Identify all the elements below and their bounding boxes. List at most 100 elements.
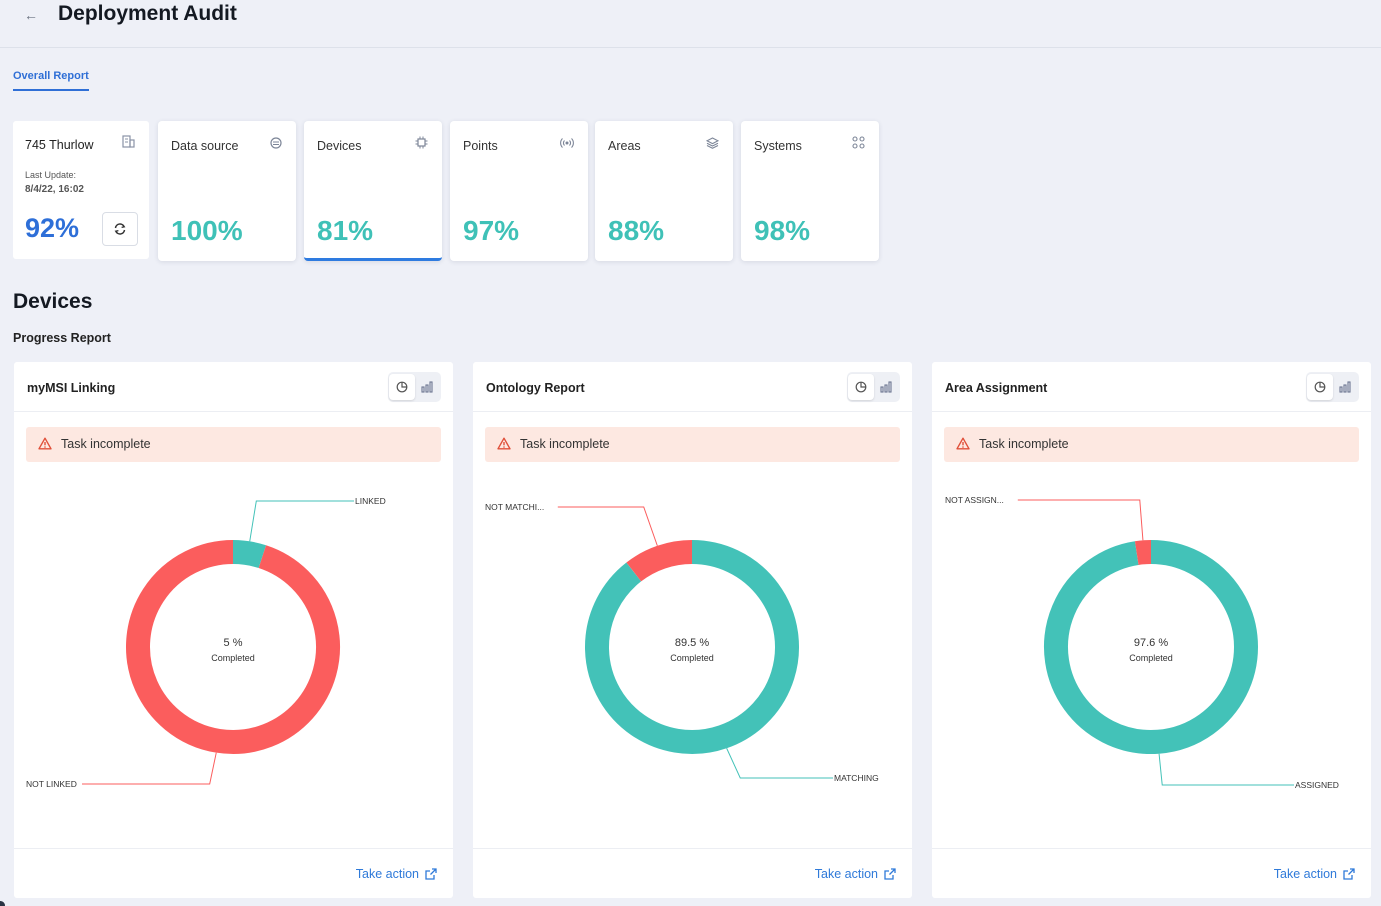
take-action-label: Take action — [1273, 867, 1337, 881]
leader-line — [726, 748, 833, 779]
progress-panel-mymsi-linking: myMSI Linking Task incomplete LINKED NOT … — [14, 362, 453, 898]
bar-chart-view-button[interactable] — [1332, 374, 1358, 400]
slice-label: ASSIGNED — [1295, 780, 1339, 790]
donut-slice-incomplete[interactable] — [126, 540, 340, 754]
donut-slice-completed[interactable] — [585, 540, 799, 754]
metric-value: 100% — [171, 215, 243, 246]
pie-chart-view-button[interactable] — [389, 374, 415, 400]
pie-chart-icon — [1314, 381, 1326, 393]
layers-icon — [705, 136, 720, 154]
site-overall-percent: 92% — [25, 213, 80, 243]
last-update-value: 8/4/22, 16:02 — [25, 184, 84, 195]
donut-center-value: 89.5 % — [675, 637, 709, 649]
metric-card-devices[interactable]: Devices 81% — [304, 121, 442, 261]
donut-center-value: 97.6 % — [1134, 637, 1168, 649]
external-link-icon — [425, 868, 437, 880]
metric-label: Data source — [171, 139, 239, 153]
donut-center-label: Completed — [670, 653, 714, 663]
panel-title: Area Assignment — [945, 381, 1048, 395]
external-link-icon — [884, 868, 896, 880]
chip-icon — [415, 136, 428, 154]
tab-overall-report[interactable]: Overall Report — [13, 70, 89, 91]
metric-value: 97% — [463, 215, 520, 246]
leader-line — [1158, 753, 1294, 786]
chart-type-toggle — [388, 372, 441, 402]
metric-label: Areas — [608, 139, 641, 153]
warning-icon — [38, 437, 52, 450]
donut-chart: LINKED NOT LINKED 5 % Completed — [26, 496, 386, 789]
take-action-label: Take action — [355, 867, 419, 881]
bar-chart-icon — [421, 381, 433, 393]
panel-footer: Take action — [932, 848, 1371, 898]
task-alert: Task incomplete — [26, 427, 441, 462]
pie-chart-icon — [396, 381, 408, 393]
warning-icon — [497, 437, 511, 450]
leader-line — [557, 506, 658, 546]
panel-footer: Take action — [473, 848, 912, 898]
alert-text: Task incomplete — [979, 437, 1069, 451]
task-alert: Task incomplete — [944, 427, 1359, 462]
donut-slice-completed[interactable] — [1044, 540, 1258, 754]
donut-chart: MATCHING NOT MATCHI... 89.5 % Completed — [485, 502, 879, 783]
donut-chart: ASSIGNED NOT ASSIGN... 97.6 % Completed — [945, 495, 1339, 790]
progress-panel-area-assignment: Area Assignment Task incomplete ASSIGNED… — [932, 362, 1371, 898]
grid-nodes-icon — [852, 136, 865, 154]
bar-chart-view-button[interactable] — [873, 374, 899, 400]
slice-label: MATCHING — [834, 773, 879, 783]
leader-line — [1017, 499, 1144, 541]
metric-card-systems[interactable]: Systems 98% — [741, 121, 879, 261]
back-arrow-icon[interactable]: ← — [24, 7, 38, 23]
take-action-link[interactable]: Take action — [356, 867, 437, 881]
alert-text: Task incomplete — [520, 437, 610, 451]
take-action-link[interactable]: Take action — [1274, 867, 1355, 881]
pie-chart-view-button[interactable] — [848, 374, 874, 400]
slice-label: NOT MATCHI... — [485, 502, 544, 512]
panel-footer: Take action — [14, 848, 453, 898]
metric-card-data-source[interactable]: Data source 100% — [158, 121, 296, 261]
refresh-icon — [114, 223, 126, 235]
metric-value: 88% — [608, 215, 665, 246]
chart-type-toggle — [847, 372, 900, 402]
slice-label: NOT ASSIGN... — [945, 495, 1004, 505]
progress-panel-ontology-report: Ontology Report Task incomplete MATCHING… — [473, 362, 912, 898]
site-name: 745 Thurlow — [25, 138, 94, 152]
metric-value: 98% — [754, 215, 811, 246]
page-title: Deployment Audit — [58, 2, 237, 25]
section-title: Devices — [13, 290, 93, 313]
donut-slice-completed[interactable] — [232, 540, 267, 569]
chart-type-toggle — [1306, 372, 1359, 402]
external-link-icon — [1343, 868, 1355, 880]
bar-chart-icon — [1339, 381, 1351, 393]
panel-title: Ontology Report — [486, 381, 585, 395]
leader-line — [249, 500, 354, 542]
metric-value: 81% — [317, 215, 374, 246]
database-icon — [270, 136, 282, 154]
task-alert: Task incomplete — [485, 427, 900, 462]
site-summary-card: 745 Thurlow Last Update: 8/4/22, 16:02 9… — [13, 121, 149, 259]
last-update-label: Last Update: — [25, 170, 77, 180]
metric-card-points[interactable]: Points 97% — [450, 121, 588, 261]
take-action-label: Take action — [814, 867, 878, 881]
corner-indicator — [0, 901, 5, 906]
pie-chart-view-button[interactable] — [1307, 374, 1333, 400]
panel-header: myMSI Linking — [14, 362, 453, 412]
metric-card-areas[interactable]: Areas 88% — [595, 121, 733, 261]
metric-label: Points — [463, 139, 498, 153]
bar-chart-view-button[interactable] — [414, 374, 440, 400]
alert-text: Task incomplete — [61, 437, 151, 451]
donut-slice-incomplete[interactable] — [1134, 540, 1152, 565]
leader-line — [82, 752, 217, 785]
slice-label: NOT LINKED — [26, 779, 77, 789]
donut-center-label: Completed — [1129, 653, 1173, 663]
metric-label: Devices — [317, 139, 362, 153]
refresh-button[interactable] — [102, 212, 138, 246]
donut-center-label: Completed — [211, 653, 255, 663]
panel-title: myMSI Linking — [27, 381, 116, 395]
pie-chart-icon — [855, 381, 867, 393]
bar-chart-icon — [880, 381, 892, 393]
donut-slice-incomplete[interactable] — [626, 540, 693, 582]
slice-label: LINKED — [355, 496, 386, 506]
take-action-link[interactable]: Take action — [815, 867, 896, 881]
page-header: ← Deployment Audit — [0, 0, 1381, 48]
section-subtitle: Progress Report — [13, 331, 111, 345]
